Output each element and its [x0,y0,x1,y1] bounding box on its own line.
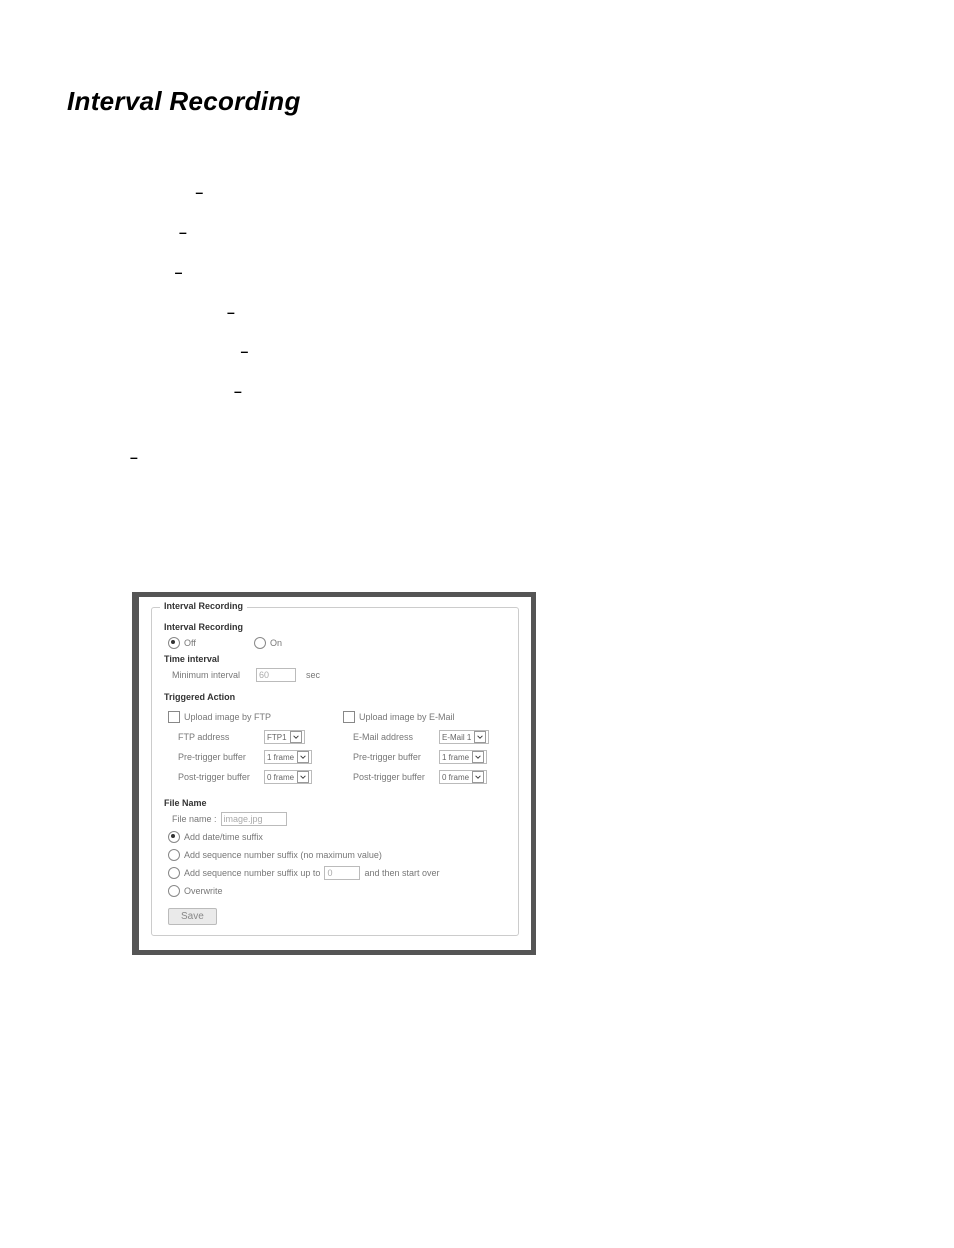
chevron-down-icon [297,771,309,783]
b1-text: Turns the interval recording on/off. [207,184,419,200]
b3-sub1: Upload image by FTP [88,304,227,320]
intro-text: The device can be configured to upload i… [60,140,900,166]
b3-text: Action taken when the event is triggered… [186,264,439,280]
input-seq-upto[interactable]: 0 [324,866,360,880]
body-copy: The device can be configured to upload i… [60,140,900,485]
dash4: – [227,304,235,320]
label-overwrite: Overwrite [184,886,223,896]
radio-datetime-suffix[interactable] [168,831,180,843]
dash5: – [241,343,249,359]
b3-sub2b: E-Mail image to one of the two addresses… [252,343,763,359]
b1-label: Interval Recdording [60,184,191,200]
label-file-name: File name : [172,814,217,824]
dash7: – [130,449,142,465]
chevron-down-icon [297,751,309,763]
b3-sub2: Upload image by E-Mail [88,343,241,359]
label-post-buffer-ftp: Post-trigger buffer [178,772,264,782]
label-on: On [270,638,282,648]
select-post-buffer-email[interactable]: 0 frame [439,770,487,784]
chevron-down-icon [472,771,484,783]
save-button[interactable]: Save [168,908,217,925]
radio-overwrite[interactable] [168,885,180,897]
panel-legend: Interval Recording [160,601,247,611]
label-seq-upto-b: and then start over [364,868,439,878]
chevron-down-icon [472,751,484,763]
b4-label: File Name [60,449,126,465]
page-title: Interval Recording [67,86,301,117]
label-pre-buffer-ftp: Pre-trigger buffer [178,752,264,762]
label-time-interval: Time interval [164,654,510,664]
dash6: – [234,383,242,399]
select-email-address[interactable]: E-Mail 1 [439,730,489,744]
dash2: – [179,224,191,240]
label-email-address: E-Mail address [353,732,439,742]
b2-label: Minimum Interval [60,224,175,240]
select-ftp-address[interactable]: FTP1 [264,730,305,744]
input-file-name[interactable]: image.jpg [221,812,287,826]
select-pre-buffer-email[interactable]: 1 frame [439,750,487,764]
radio-seq-nomax[interactable] [168,849,180,861]
b4-text: Image file name used when uploading via … [142,449,848,465]
section-interval-recording: Interval Recording [164,622,510,632]
label-seq-nomax: Add sequence number suffix (no maximum v… [184,850,382,860]
input-min-interval[interactable]: 60 [256,668,296,682]
label-seq-upto-a: Add sequence number suffix up to [184,868,320,878]
checkbox-upload-email[interactable] [343,711,355,723]
label-min-interval: Minimum interval [172,670,256,680]
label-off: Off [184,638,254,648]
select-pre-buffer-ftp[interactable]: 1 frame [264,750,312,764]
label-datetime-suffix: Add date/time suffix [184,832,263,842]
chevron-down-icon [474,731,486,743]
chevron-down-icon [290,731,302,743]
dash1: – [195,184,207,200]
label-ftp-address: FTP address [178,732,264,742]
dash3: – [175,264,187,280]
label-pre-buffer-email: Pre-trigger buffer [353,752,439,762]
label-sec: sec [306,670,320,680]
select-post-buffer-ftp[interactable]: 0 frame [264,770,312,784]
b3-sub3: Pre/Post Trigger Buffer [88,383,234,399]
label-upload-ftp: Upload image by FTP [184,712,271,722]
b2-text: Min. time between each triggered event (… [191,224,564,240]
b3-label: Triggered Action [60,264,171,280]
panel-fieldset: Interval Recording Interval Recording Of… [151,607,519,936]
checkbox-upload-ftp[interactable] [168,711,180,723]
b3-sub1b: Upload image to one of the two addresses… [239,304,741,320]
section-triggered-action: Triggered Action [164,692,510,702]
section-file-name: File Name [164,798,510,808]
label-post-buffer-email: Post-trigger buffer [353,772,439,782]
radio-seq-upto[interactable] [168,867,180,879]
config-screenshot: Interval Recording Interval Recording Of… [132,592,536,955]
label-upload-email: Upload image by E-Mail [359,712,455,722]
radio-on[interactable] [254,637,266,649]
radio-off[interactable] [168,637,180,649]
